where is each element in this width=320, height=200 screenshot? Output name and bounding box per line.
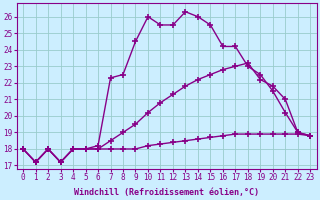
X-axis label: Windchill (Refroidissement éolien,°C): Windchill (Refroidissement éolien,°C) [74,188,259,197]
